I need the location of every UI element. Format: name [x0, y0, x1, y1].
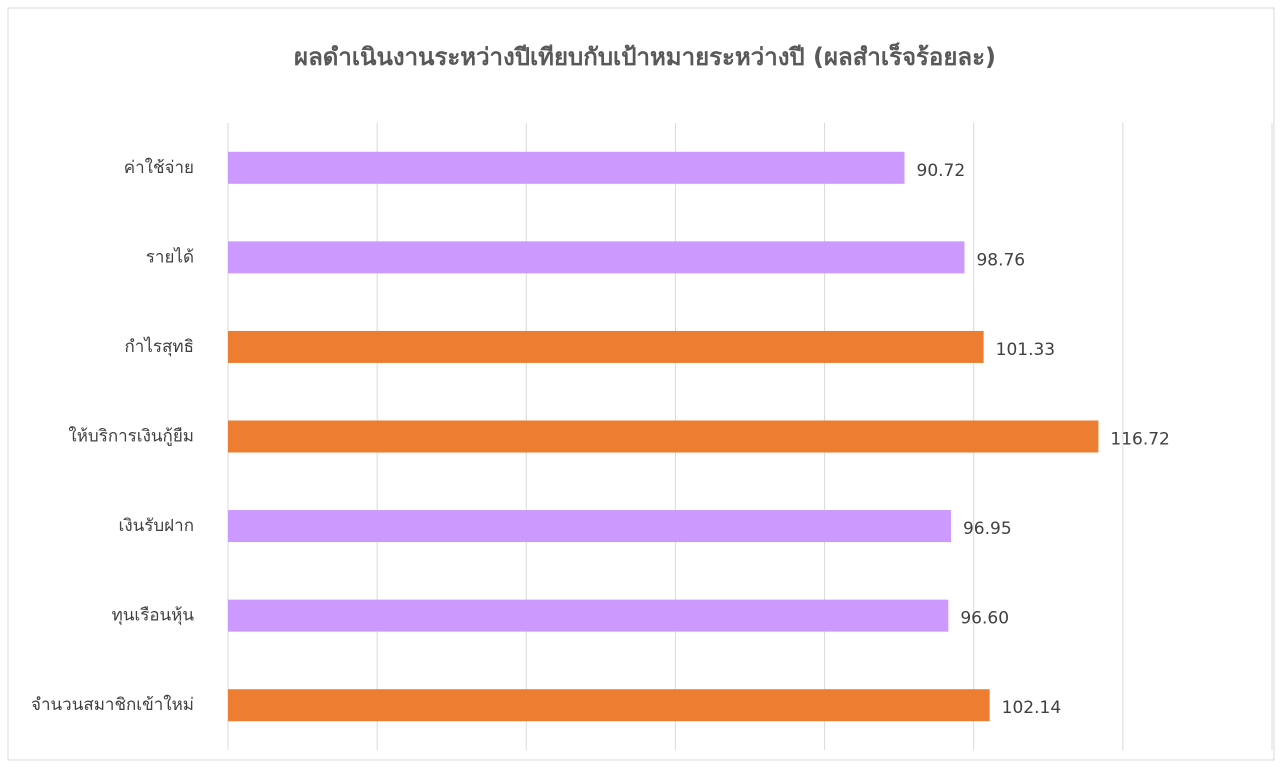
bar: [228, 241, 965, 274]
data-label: 90.72: [917, 161, 966, 181]
bar: [228, 330, 984, 363]
data-label: 116.72: [1110, 430, 1169, 450]
y-tick-label: ค่าใช้จ่าย: [124, 157, 194, 178]
data-label: 96.95: [963, 519, 1012, 539]
y-tick-label: จำนวนสมาชิกเข้าใหม่: [31, 694, 194, 715]
bar: [228, 510, 951, 543]
data-label: 101.33: [996, 340, 1055, 360]
data-label: 96.60: [960, 609, 1009, 629]
bar: [228, 420, 1099, 453]
chart-title: ผลดำเนินงานระหว่างปีเทียบกับเป้าหมายระหว…: [294, 42, 996, 71]
bar: [228, 151, 905, 184]
bar: [228, 689, 990, 722]
y-tick-label: ให้บริการเงินกู้ยืม: [68, 426, 194, 447]
data-label: 102.14: [1002, 698, 1061, 718]
y-tick-label: รายได้: [146, 246, 194, 267]
data-label: 98.76: [976, 250, 1025, 270]
y-tick-label: เงินรับฝาก: [119, 516, 194, 536]
y-tick-label: ทุนเรือนหุ้น: [112, 606, 195, 626]
y-tick-label: กำไรสุทธิ: [125, 336, 194, 357]
bar: [228, 599, 949, 632]
chart-border: [7, 7, 1275, 761]
